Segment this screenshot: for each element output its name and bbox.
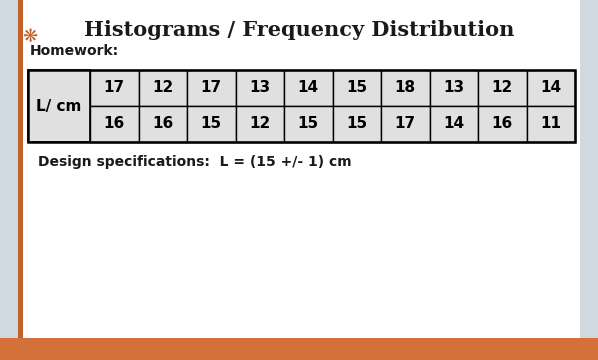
Bar	[18, 0, 23, 338]
Bar	[284, 70, 332, 106]
Text: 14: 14	[298, 81, 319, 95]
Bar	[236, 70, 284, 106]
Bar	[28, 70, 90, 142]
Text: L/ cm: L/ cm	[36, 99, 82, 113]
Bar	[478, 106, 526, 142]
Bar	[139, 70, 187, 106]
Bar	[526, 106, 575, 142]
Bar	[381, 106, 429, 142]
Bar	[236, 106, 284, 142]
Bar	[332, 70, 381, 106]
Text: 16: 16	[103, 117, 125, 131]
Bar	[90, 70, 139, 106]
Bar	[526, 70, 575, 106]
Bar	[90, 106, 139, 142]
Text: 17: 17	[201, 81, 222, 95]
Text: 14: 14	[540, 81, 562, 95]
Bar	[381, 70, 429, 106]
Bar	[187, 70, 236, 106]
Text: 16: 16	[152, 117, 173, 131]
Text: 11: 11	[540, 117, 562, 131]
Bar	[28, 70, 575, 142]
Bar	[332, 106, 381, 142]
Text: 12: 12	[152, 81, 173, 95]
Bar	[429, 106, 478, 142]
Text: 15: 15	[346, 117, 367, 131]
Bar	[139, 106, 187, 142]
Text: 13: 13	[443, 81, 464, 95]
Bar	[478, 70, 526, 106]
Text: 12: 12	[492, 81, 513, 95]
Text: 17: 17	[103, 81, 125, 95]
Bar	[429, 70, 478, 106]
Text: 15: 15	[201, 117, 222, 131]
Text: 17: 17	[395, 117, 416, 131]
Bar	[0, 338, 598, 360]
Text: ❋: ❋	[22, 28, 37, 46]
Text: 15: 15	[346, 81, 367, 95]
Text: 15: 15	[298, 117, 319, 131]
Bar	[187, 106, 236, 142]
Bar	[0, 0, 18, 360]
Bar	[580, 0, 598, 360]
Text: 13: 13	[249, 81, 270, 95]
Text: Design specifications:  L = (15 +/- 1) cm: Design specifications: L = (15 +/- 1) cm	[38, 155, 352, 169]
Bar	[284, 106, 332, 142]
Text: 16: 16	[492, 117, 513, 131]
Text: 18: 18	[395, 81, 416, 95]
Text: Histograms / Frequency Distribution: Histograms / Frequency Distribution	[84, 20, 514, 40]
Text: Homework:: Homework:	[30, 44, 119, 58]
Text: 14: 14	[443, 117, 464, 131]
Text: 12: 12	[249, 117, 270, 131]
